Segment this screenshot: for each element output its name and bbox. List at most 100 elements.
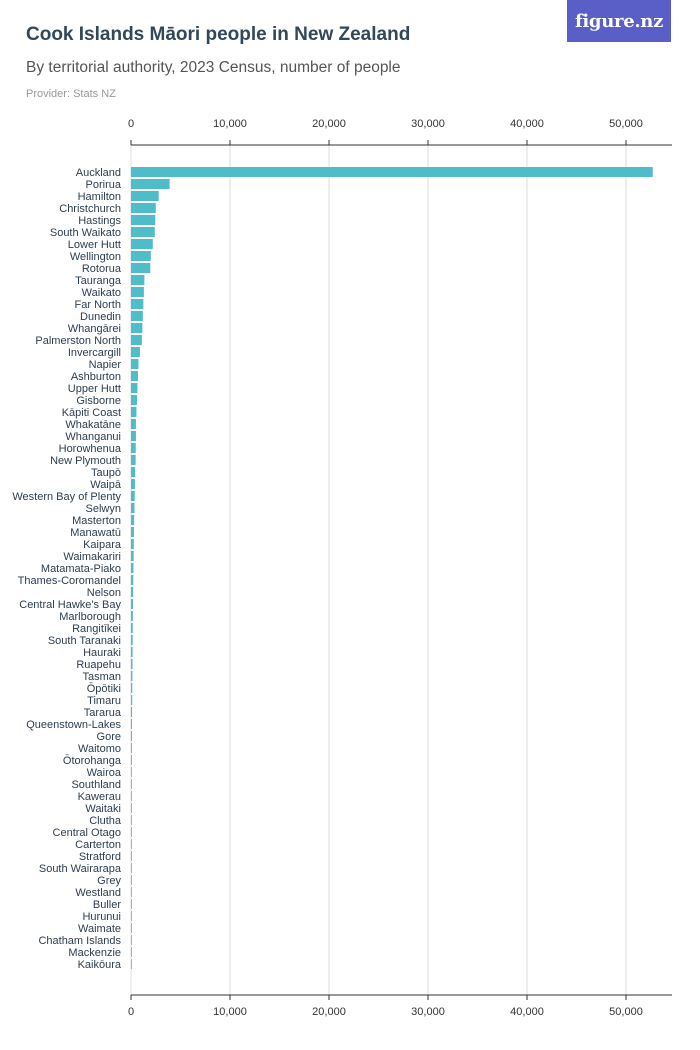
bar xyxy=(131,755,132,765)
bar xyxy=(131,791,132,801)
category-label: South Waikato xyxy=(50,227,121,239)
bar xyxy=(131,359,139,369)
bar xyxy=(131,251,151,261)
category-label: South Taranaki xyxy=(48,635,121,647)
category-label: Taupō xyxy=(91,467,121,479)
figure-nz-logo[interactable]: figure.nz xyxy=(567,0,671,42)
bar xyxy=(131,563,134,573)
category-label: Tauranga xyxy=(75,275,122,287)
bar xyxy=(131,935,132,945)
bar xyxy=(131,575,134,585)
x-tick-label-top: 20,000 xyxy=(312,118,346,130)
category-label: Palmerston North xyxy=(35,335,121,347)
bar xyxy=(131,719,132,729)
bar xyxy=(131,683,133,693)
category-label: Central Otago xyxy=(53,827,121,839)
bar xyxy=(131,479,135,489)
bar xyxy=(131,335,142,345)
x-tick-label-top: 0 xyxy=(128,118,134,130)
bar xyxy=(131,599,133,609)
bar xyxy=(131,263,151,273)
bar xyxy=(131,347,140,357)
category-label: Ruapehu xyxy=(76,659,121,671)
bar xyxy=(131,515,135,525)
bar xyxy=(131,743,132,753)
category-label: Hurunui xyxy=(82,911,121,923)
category-label: Masterton xyxy=(72,515,121,527)
category-label: Whangārei xyxy=(68,323,121,335)
x-tick-label-bottom: 20,000 xyxy=(312,1006,346,1018)
category-label: Central Hawke's Bay xyxy=(19,599,121,611)
bar xyxy=(131,899,132,909)
chart-title: Cook Islands Māori people in New Zealand xyxy=(26,24,411,45)
bar xyxy=(131,383,138,393)
category-label: Tasman xyxy=(82,671,121,683)
category-label: Queenstown-Lakes xyxy=(26,719,121,731)
bar xyxy=(131,923,132,933)
bar xyxy=(131,239,153,249)
category-label: Thames-Coromandel xyxy=(18,575,121,587)
bar xyxy=(131,863,132,873)
bar xyxy=(131,851,132,861)
bar xyxy=(131,611,133,621)
bar xyxy=(131,467,136,477)
category-label: Hauraki xyxy=(83,647,121,659)
bar xyxy=(131,455,136,465)
category-label: Wairoa xyxy=(87,767,122,779)
bar xyxy=(131,491,135,501)
category-label: Porirua xyxy=(86,179,122,191)
bar xyxy=(131,647,133,657)
category-label: Waitomo xyxy=(78,743,121,755)
bar xyxy=(131,803,132,813)
bar xyxy=(131,527,134,537)
category-label: Southland xyxy=(71,779,121,791)
category-label: Napier xyxy=(89,359,122,371)
bar xyxy=(131,695,133,705)
category-label: Far North xyxy=(75,299,121,311)
x-tick-label-top: 40,000 xyxy=(510,118,544,130)
bar xyxy=(131,419,136,429)
category-label: Hamilton xyxy=(78,191,121,203)
bar xyxy=(131,215,156,225)
bar xyxy=(131,827,132,837)
bar xyxy=(131,767,132,777)
bar xyxy=(131,179,170,189)
bar xyxy=(131,779,132,789)
bar xyxy=(131,539,134,549)
x-tick-label-bottom: 30,000 xyxy=(411,1006,445,1018)
bar xyxy=(131,707,133,717)
category-label: Gisborne xyxy=(76,395,121,407)
bar xyxy=(131,227,155,237)
category-label: South Wairarapa xyxy=(39,863,122,875)
category-label: Western Bay of Plenty xyxy=(12,491,121,503)
category-label: Nelson xyxy=(87,587,121,599)
bar xyxy=(131,275,145,285)
category-label: Waikato xyxy=(82,287,121,299)
category-label: Waipā xyxy=(90,479,122,491)
provider-note: Provider: Stats NZ xyxy=(26,88,116,100)
category-label: Westland xyxy=(75,887,121,899)
category-label: Ōpōtiki xyxy=(87,683,121,695)
category-labels: AucklandPoriruaHamiltonChristchurchHasti… xyxy=(12,167,122,971)
category-label: Rangitīkei xyxy=(72,623,121,635)
x-tick-label-top: 10,000 xyxy=(213,118,247,130)
bar xyxy=(131,323,143,333)
bar xyxy=(131,443,136,453)
category-label: Marlborough xyxy=(59,611,121,623)
category-label: Clutha xyxy=(89,815,122,827)
category-label: Rotorua xyxy=(82,263,122,275)
bar xyxy=(131,731,132,741)
category-label: Dunedin xyxy=(80,311,121,323)
category-label: Kāpiti Coast xyxy=(62,407,121,419)
bar xyxy=(131,395,137,405)
category-label: Kaipara xyxy=(83,539,122,551)
category-label: Stratford xyxy=(79,851,121,863)
bar xyxy=(131,503,135,513)
bar xyxy=(131,167,653,177)
chart-subtitle: By territorial authority, 2023 Census, n… xyxy=(26,59,401,76)
category-label: Auckland xyxy=(76,167,121,179)
category-label: Kaikōura xyxy=(78,959,122,971)
bar xyxy=(131,311,143,321)
x-tick-label-bottom: 0 xyxy=(128,1006,134,1018)
bar xyxy=(131,947,132,957)
